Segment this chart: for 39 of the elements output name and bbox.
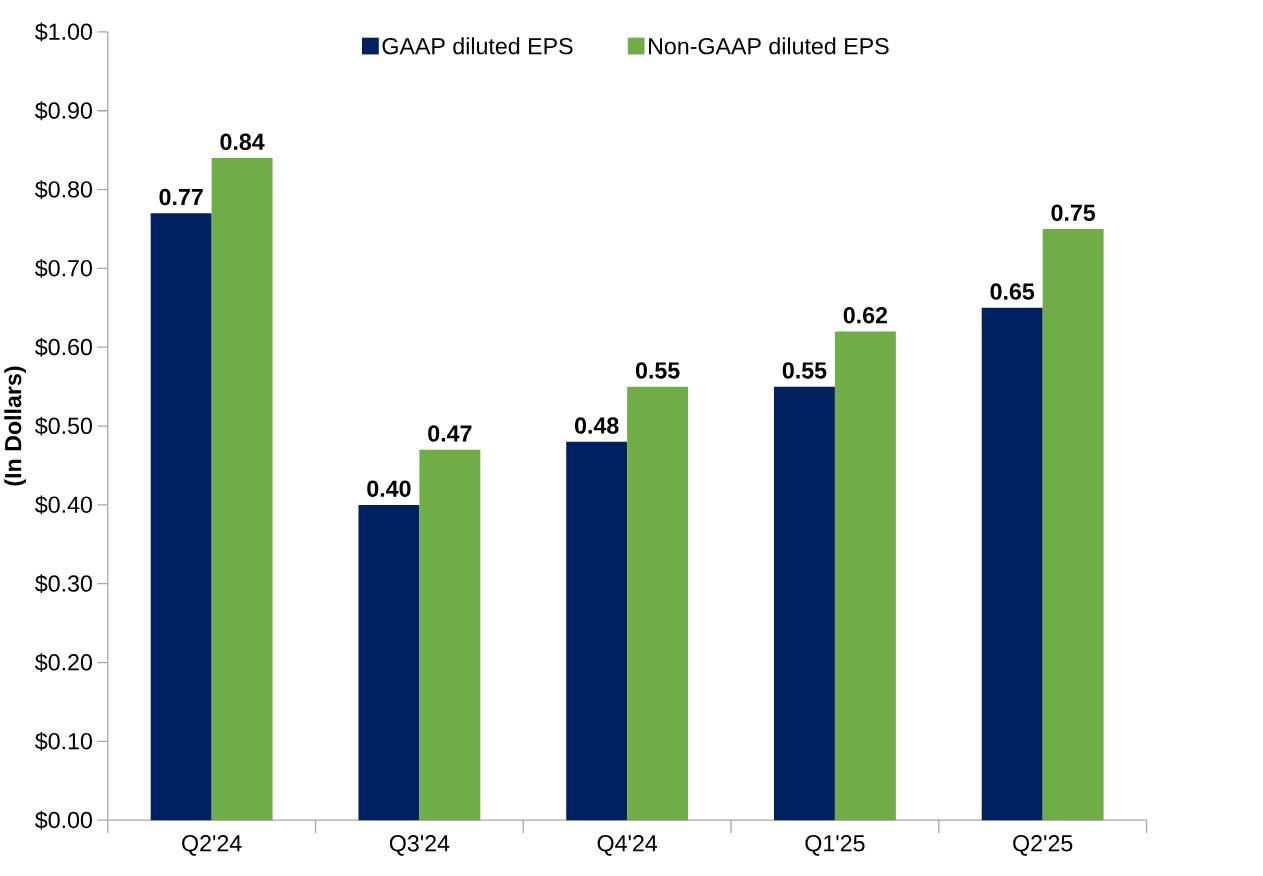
legend-label: Non-GAAP diluted EPS [649, 37, 889, 55]
y-tick-label: $0.80 [35, 180, 92, 199]
x-tick-label: Q4'24 [597, 834, 658, 856]
data-label: 0.62 [843, 306, 888, 324]
bar [150, 213, 212, 821]
bar [211, 157, 273, 821]
y-tick-label: $0.70 [35, 258, 92, 278]
bar [773, 386, 835, 821]
bar [627, 386, 689, 821]
y-tick-label: $0.30 [35, 574, 92, 593]
data-label: 0.47 [428, 425, 472, 442]
bar [981, 307, 1043, 821]
data-label: 0.48 [575, 417, 619, 434]
data-label: 0.77 [159, 188, 203, 206]
data-label: 0.65 [990, 283, 1035, 300]
data-label: 0.55 [782, 362, 827, 379]
y-axis-title: (In Dollars) [4, 366, 26, 486]
y-tick-label: $0.60 [35, 337, 92, 357]
x-tick-label: Q1'25 [805, 834, 865, 856]
y-tick-label: $0.40 [35, 495, 92, 515]
y-tick-label: $1.00 [35, 22, 92, 42]
data-label: 0.84 [220, 133, 265, 150]
x-tick-label: Q3'24 [389, 834, 450, 856]
y-tick-label: $0.90 [35, 101, 92, 120]
data-label: 0.40 [367, 480, 411, 497]
bar [566, 441, 628, 821]
x-tick-label: Q2'24 [182, 834, 242, 856]
y-tick-label: $0.20 [35, 652, 92, 672]
bar [419, 449, 481, 821]
bar [358, 504, 420, 821]
y-tick-label: $0.10 [35, 731, 92, 751]
x-tick-label: Q2'25 [1013, 834, 1073, 856]
data-label: 0.55 [635, 362, 680, 379]
data-label: 0.75 [1051, 204, 1096, 221]
y-tick-label: $0.50 [35, 416, 92, 436]
bar [834, 331, 896, 821]
bar [1042, 228, 1104, 821]
y-tick-label: $0.00 [35, 810, 92, 830]
legend-label: GAAP diluted EPS [382, 37, 573, 55]
